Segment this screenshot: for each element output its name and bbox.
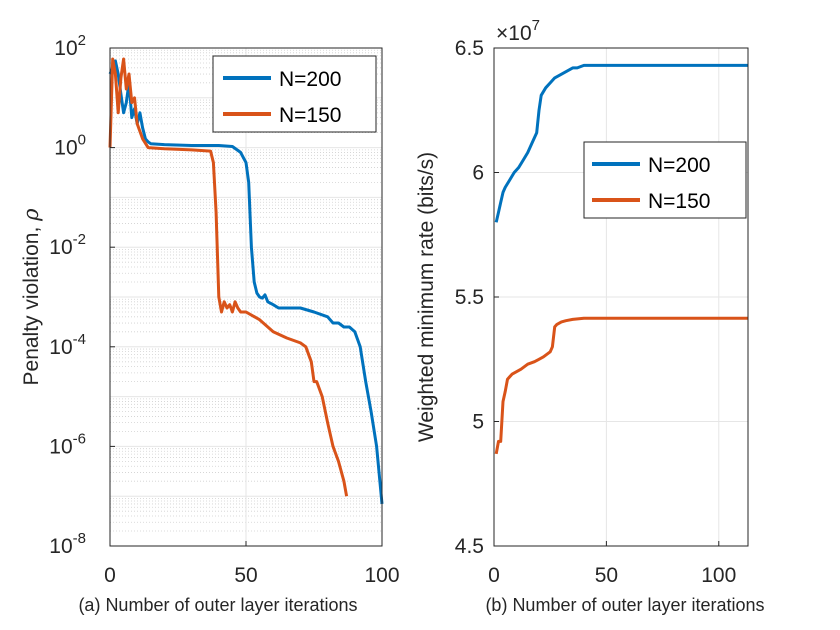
y-tick-label: 6.5 bbox=[455, 37, 484, 60]
y-multiplier-b: ×107 bbox=[496, 17, 540, 45]
legend-box bbox=[212, 55, 377, 133]
legend-box bbox=[583, 141, 747, 219]
x-tick-label: 0 bbox=[488, 564, 500, 587]
x-tick-label: 100 bbox=[364, 564, 399, 587]
y-tick-label: 6 bbox=[472, 162, 484, 185]
y-tick-label: 10-8 bbox=[49, 530, 86, 558]
x-tick-label: 0 bbox=[104, 564, 116, 587]
caption-a: (a) Number of outer layer iterations bbox=[78, 595, 357, 615]
panel-b-weighted-rate: 0 50 100 4.5 5 5.5 6 6.5 Weighted minimum rate … bbox=[415, 17, 765, 615]
y-tick-label: 5.5 bbox=[455, 286, 484, 309]
series-line-n-150 bbox=[108, 57, 349, 497]
ticks-b: 0 50 100 4.5 5 5.5 6 6.5 bbox=[455, 37, 737, 587]
x-tick-label: 50 bbox=[595, 564, 618, 587]
y-tick-label: 4.5 bbox=[455, 535, 484, 558]
legend-a[interactable]: N=200 N=150 bbox=[212, 55, 377, 133]
y-tick-label: 10-4 bbox=[49, 331, 86, 359]
ticks-a: 0 50 100 10-8 10-6 10-4 10-2 100 102 bbox=[49, 32, 399, 587]
series-group-a bbox=[108, 57, 384, 505]
y-tick-label: 5 bbox=[472, 411, 484, 434]
legend-label: N=150 bbox=[279, 104, 341, 127]
caption-b: (b) Number of outer layer iterations bbox=[485, 595, 764, 615]
series-line-n-200 bbox=[494, 63, 748, 223]
y-tick-label: 100 bbox=[54, 132, 86, 160]
series-line-n-150 bbox=[494, 316, 748, 455]
legend-label: N=150 bbox=[648, 190, 710, 213]
y-axis-label-b: Weighted minimum rate (bits/s) bbox=[415, 152, 438, 442]
y-tick-label: 102 bbox=[54, 32, 86, 60]
x-tick-label: 100 bbox=[701, 564, 736, 587]
legend-label: N=200 bbox=[648, 154, 710, 177]
y-tick-label: 10-6 bbox=[49, 430, 86, 458]
legend-b[interactable]: N=200 N=150 bbox=[583, 141, 747, 219]
x-tick-label: 50 bbox=[234, 564, 257, 587]
series-group-b bbox=[494, 63, 748, 455]
panel-a-penalty-violation: 0 50 100 10-8 10-6 10-4 10-2 100 102 Penalty vio… bbox=[19, 32, 400, 615]
legend-label: N=200 bbox=[279, 68, 341, 91]
y-tick-label: 10-2 bbox=[49, 231, 86, 259]
y-axis-label-a: Penalty violation, ρ bbox=[19, 208, 43, 386]
